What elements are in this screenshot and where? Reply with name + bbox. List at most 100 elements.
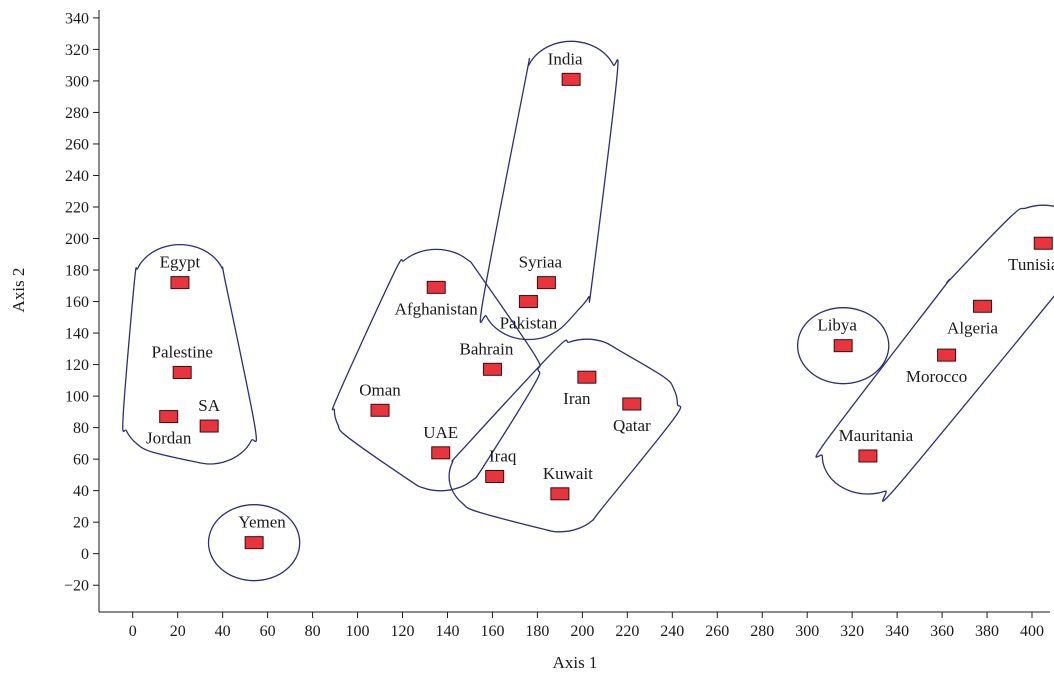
x-tick-label: 180 [525,623,549,640]
marker-egypt [170,276,190,290]
cluster-outline-2 [207,504,301,582]
point-oman: Oman [359,380,401,417]
x-tick-label: 260 [705,623,729,640]
y-tick-label: 340 [65,10,89,27]
x-tick-label: 160 [480,623,504,640]
x-tick-label: 140 [435,623,459,640]
x-tick-label: 340 [885,623,909,640]
marker-uae [431,446,451,460]
cluster-outline-3 [331,248,541,492]
y-tick-label: 220 [65,199,89,216]
x-tick-label: 20 [170,623,186,640]
point-label-uae: UAE [423,423,458,442]
y-tick-label: −20 [64,578,89,595]
point-label-kuwait: Kuwait [543,464,593,483]
marker-tunisia [1033,236,1053,250]
y-tick-label: 160 [65,294,89,311]
point-sa: SA [198,396,221,433]
x-tick-label: 80 [305,623,321,640]
x-tick-label: 60 [260,623,276,640]
x-axis-title: Axis 1 [553,653,598,672]
point-egypt: Egypt [160,253,201,290]
point-label-bahrain: Bahrain [460,339,514,358]
point-label-algeria: Algeria [947,318,998,337]
y-tick-label: 320 [65,42,89,59]
y-tick-label: 140 [65,326,89,343]
y-tick-label: 300 [65,73,89,90]
point-label-mauritania: Mauritania [839,426,914,445]
marker-india [561,72,581,86]
marker-pakistan [518,295,538,309]
x-tick-label: 320 [840,623,864,640]
point-iran: Iran [563,370,597,408]
marker-mauritania [858,449,878,463]
x-tick-label: 120 [391,623,415,640]
point-morocco: Morocco [906,348,967,386]
point-syriaa: Syriaa [519,253,563,290]
x-tick-label: 380 [975,623,999,640]
point-afghanistan: Afghanistan [395,280,478,318]
y-axis-title: Axis 2 [9,268,28,313]
cluster-outline-6 [796,307,890,385]
marker-algeria [973,299,993,313]
point-label-morocco: Morocco [906,367,967,386]
marker-libya [833,339,853,353]
x-tick-label: 40 [215,623,231,640]
point-bahrain: Bahrain [460,339,514,376]
x-tick-label: 300 [795,623,819,640]
point-yemen: Yemen [238,513,286,550]
cluster-outline-1 [122,243,258,465]
point-label-india: India [548,49,583,68]
point-jordan: Jordan [146,410,192,448]
x-tick-label: 200 [570,623,594,640]
x-tick-label: 0 [129,623,137,640]
point-tunisia: Tunisia [1008,236,1054,274]
point-label-yemen: Yemen [238,513,286,532]
marker-syriaa [536,276,556,290]
marker-oman [370,403,390,417]
x-tick-label: 220 [615,623,639,640]
marker-iran [577,370,597,384]
axes: 0 20 40 60 80 100 120 140 160 180 200 220 240 260 280 3… [64,10,1050,640]
marker-qatar [622,397,642,411]
point-label-iraq: Iraq [489,446,517,465]
point-label-iran: Iran [563,389,591,408]
y-tick-label: 20 [73,515,89,532]
y-tick-label: 280 [65,105,89,122]
point-label-libya: Libya [817,316,857,335]
marker-palestine [172,365,192,379]
point-kuwait: Kuwait [543,464,593,501]
y-tick-label: 260 [65,136,89,153]
point-mauritania: Mauritania [839,426,914,463]
x-tick-label: 280 [750,623,774,640]
marker-kuwait [550,487,570,501]
point-label-pakistan: Pakistan [500,314,558,333]
y-tick-label: 120 [65,357,89,374]
point-label-jordan: Jordan [146,429,192,448]
y-tick-label: 40 [73,483,89,500]
point-label-egypt: Egypt [160,253,201,272]
marker-iraq [485,469,505,483]
point-palestine: Palestine [151,342,213,379]
point-pakistan: Pakistan [500,295,558,333]
point-uae: UAE [423,423,458,460]
point-libya: Libya [817,316,857,353]
point-label-qatar: Qatar [613,416,651,435]
point-iraq: Iraq [485,446,517,483]
cluster-outlines [122,40,1054,582]
marker-afghanistan [426,280,446,294]
point-label-sa: SA [198,396,220,415]
y-tick-label: 0 [81,546,89,563]
marker-bahrain [482,362,502,376]
point-label-syriaa: Syriaa [519,253,563,272]
x-tick-label: 240 [660,623,684,640]
cluster-outline-5 [448,338,682,533]
cluster-outline-7 [815,204,1054,502]
marker-sa [199,419,219,433]
y-tick-label: 80 [73,420,89,437]
point-label-palestine: Palestine [151,342,212,361]
marker-yemen [244,536,264,550]
x-tick-label: 100 [346,623,370,640]
point-india: India [548,49,583,86]
